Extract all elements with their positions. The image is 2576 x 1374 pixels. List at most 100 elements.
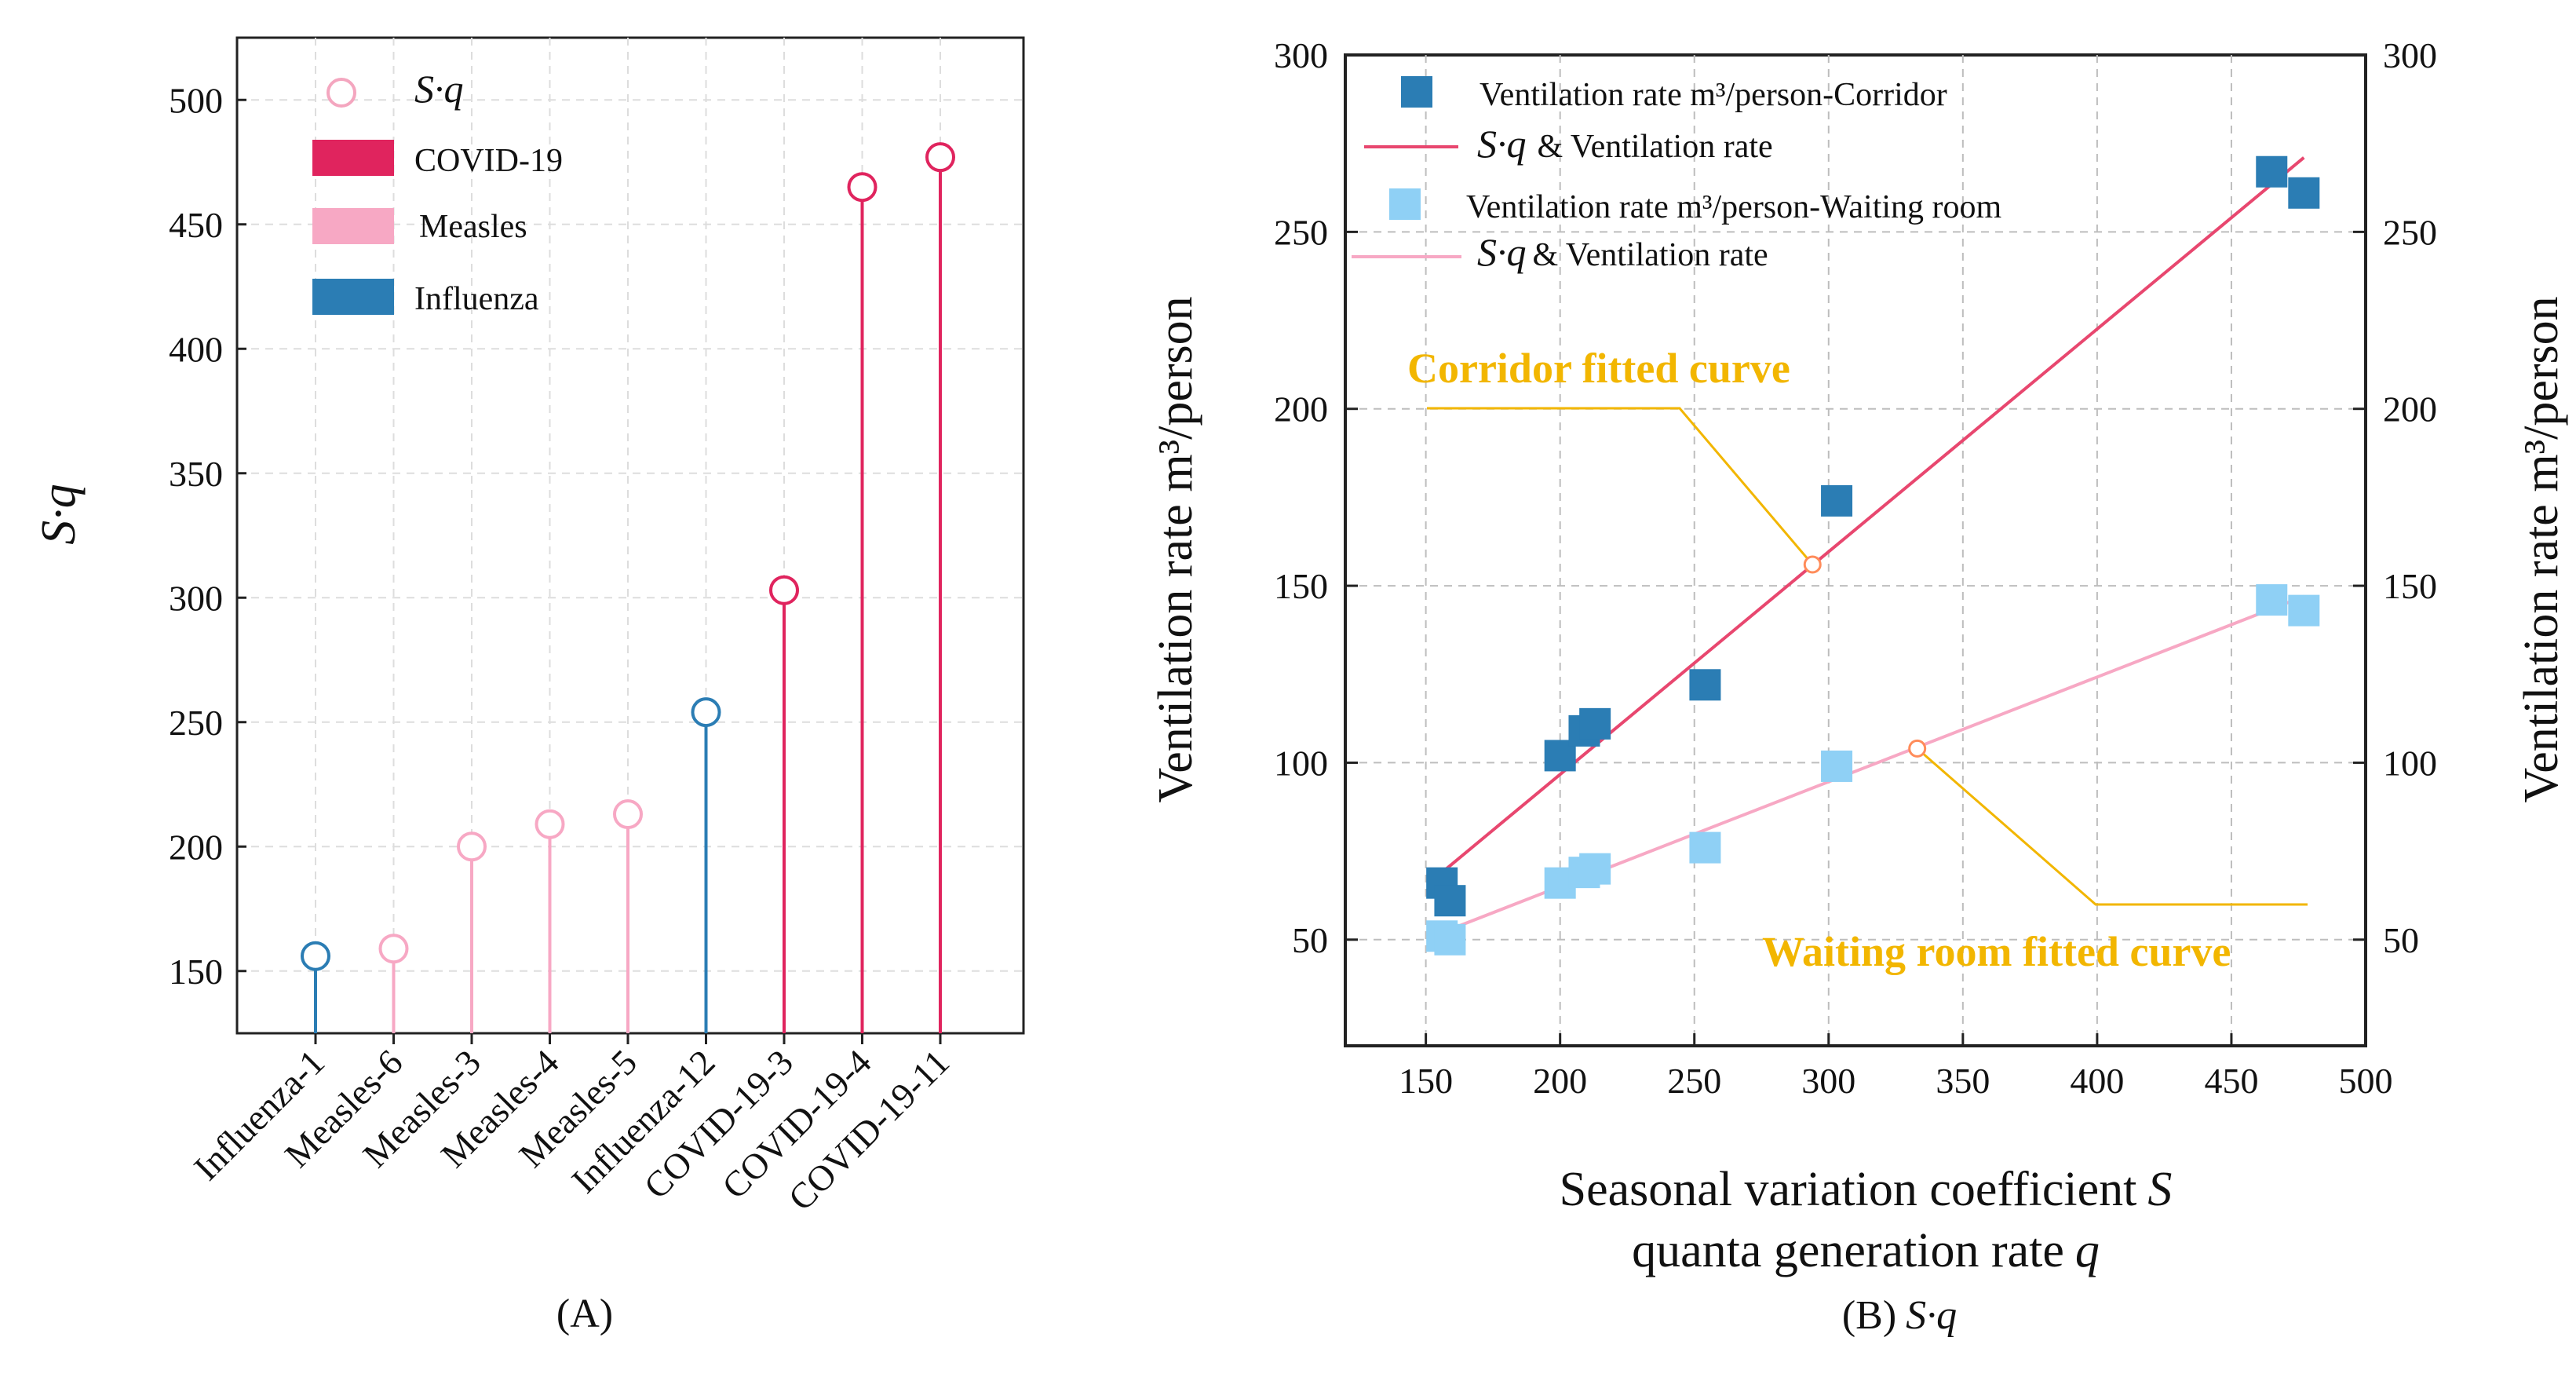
panel-b-annotation-leaders <box>1427 407 2308 906</box>
panel-b-left-tick-label: 50 <box>1292 920 1328 960</box>
waiting-room-data-point <box>1579 853 1611 885</box>
panel-b-right-tick-label: 150 <box>2383 566 2437 606</box>
panel-b-left-tick-label: 100 <box>1274 743 1328 783</box>
panel-b-plot-frame <box>1344 53 2367 1047</box>
corridor-fit-line <box>1440 156 2305 874</box>
panel-b-caption-prefix: (B) <box>1842 1293 1896 1338</box>
legend-label-sq: S·q <box>414 67 464 111</box>
panel-a-plot-frame <box>235 36 1025 1035</box>
panel-b-ticks: 150 200 250 300 350 400 450 500 50 50 100 100 150 150… <box>1274 35 2437 1101</box>
panel-b-legend: Ventilation rate m³/person-Corridor S·q &… <box>1352 76 2002 274</box>
panel-a-gridlines <box>237 38 1023 1033</box>
panel-b-x-tick-label: 200 <box>1533 1061 1587 1101</box>
waiting-room-data-point <box>1434 923 1466 956</box>
panel-b-x-tick-label: 500 <box>2339 1061 2393 1101</box>
x-title-line2-text: quanta generation rate <box>1632 1224 2064 1277</box>
lollipop-head <box>457 831 487 862</box>
panel-a-caption: (A) <box>556 1292 613 1336</box>
legend-label-measles: Measles <box>419 209 527 245</box>
waiting-room-annotation-leader <box>1916 747 2308 906</box>
panel-b-x-tick-label: 400 <box>2070 1061 2124 1101</box>
legend-swatch-influenza <box>312 279 394 315</box>
lollipop-head <box>925 142 955 173</box>
legend-corridor-fit-symbol: S·q <box>1477 122 1527 166</box>
panel-b-left-tick-label: 300 <box>1274 35 1328 75</box>
x-title-line1-symbol: S <box>2147 1163 2172 1216</box>
x-title-line1-text: Seasonal variation coefficient <box>1560 1163 2137 1216</box>
panel-a-y-tick-label: 200 <box>169 827 223 867</box>
panel-a-y-tick-label: 350 <box>169 454 223 494</box>
waiting-room-data-point <box>2288 594 2320 627</box>
panel-b-right-y-axis-title: Ventilation rate m³/person <box>2515 296 2568 802</box>
corridor-data-point <box>1821 484 1853 517</box>
lollipop-head <box>613 799 643 830</box>
waiting-room-data-point <box>2256 584 2288 616</box>
lollipop-head <box>535 809 565 839</box>
panel-b-data-points <box>1426 155 2320 956</box>
panel-b-x-tick-label: 350 <box>1936 1061 1990 1101</box>
panel-b-x-tick-label: 250 <box>1667 1061 1721 1101</box>
legend-swatch-measles <box>312 208 394 244</box>
legend-waiting-fit-symbol: S·q <box>1477 230 1527 274</box>
panel-a-y-tick-label: 450 <box>169 205 223 245</box>
lollipop-head <box>378 934 409 964</box>
panel-b-left-tick-label: 200 <box>1274 389 1328 429</box>
panel-b-caption: (B) S·q <box>1842 1293 1957 1338</box>
panel-a-y-tick-label: 400 <box>169 329 223 369</box>
panel-a-y-tick-label: 500 <box>169 80 223 120</box>
panel-b-right-tick-label: 100 <box>2383 743 2437 783</box>
panel-a-y-axis-title: S·q <box>32 484 86 545</box>
panel-b-right-tick-label: 50 <box>2383 920 2419 960</box>
panel-b-left-y-axis-title: Ventilation rate m³/person <box>1149 296 1202 802</box>
panel-a-legend: S·q COVID-19 Measles Influenza <box>312 67 563 317</box>
corridor-annotation-leader <box>1427 407 1814 566</box>
panel-b-gridlines <box>1345 55 2366 1046</box>
legend-label-waiting-room-fit: S·q & Ventilation rate <box>1477 230 1768 274</box>
lollipop-head <box>769 575 799 605</box>
panel-b-x-tick-label: 450 <box>2204 1061 2258 1101</box>
waiting-room-annotation-point <box>1908 739 1927 758</box>
panel-a-y-tick-label: 150 <box>169 952 223 992</box>
legend-waiting-fit-text: & Ventilation rate <box>1533 237 1768 273</box>
legend-square-waiting-room <box>1389 188 1421 220</box>
legend-label-waiting-room: Ventilation rate m³/person-Waiting room <box>1466 189 2002 225</box>
annotation-corridor-fitted-curve: Corridor fitted curve <box>1407 345 1790 392</box>
panel-a-y-tick-label: 300 <box>169 578 223 618</box>
panel-b-right-tick-label: 300 <box>2383 35 2437 75</box>
legend-swatch-covid <box>312 140 394 176</box>
corridor-data-point <box>2288 177 2320 209</box>
legend-label-corridor-fit: S·q & Ventilation rate <box>1477 122 1773 166</box>
corridor-data-point <box>1579 707 1611 740</box>
legend-label-corridor: Ventilation rate m³/person-Corridor <box>1480 77 1947 113</box>
legend-label-influenza: Influenza <box>414 281 539 317</box>
panel-b-left-tick-label: 250 <box>1274 212 1328 252</box>
panel-b-x-axis-title-line2: quanta generation rate q <box>1632 1224 2100 1277</box>
legend-label-covid: COVID-19 <box>414 143 563 179</box>
panel-b-scatter-chart: 150 200 250 300 350 400 450 500 50 50 100 100 150 150… <box>1149 35 2568 1338</box>
corridor-data-point <box>2256 155 2288 188</box>
panel-b-right-tick-label: 200 <box>2383 389 2437 429</box>
panel-b-x-tick-label: 300 <box>1801 1061 1855 1101</box>
lollipop-head <box>847 172 878 203</box>
legend-square-corridor <box>1401 76 1432 108</box>
waiting-room-data-point <box>1821 750 1853 782</box>
panel-a-x-ticks: Influenza-1Measles-6Measles-3Measles-4Me… <box>186 1033 957 1219</box>
panel-a-y-tick-label: 250 <box>169 703 223 743</box>
waiting-room-data-point <box>1689 831 1721 864</box>
panel-b-left-tick-label: 150 <box>1274 566 1328 606</box>
legend-circle-marker <box>327 78 356 108</box>
corridor-annotation-point <box>1803 555 1822 574</box>
corridor-data-point <box>1689 669 1721 701</box>
panel-b-x-tick-label: 150 <box>1399 1061 1453 1101</box>
annotation-waiting-room-fitted-curve: Waiting room fitted curve <box>1762 928 2231 975</box>
x-title-line2-symbol: q <box>2075 1224 2100 1277</box>
panel-a-lollipop-chart: 150 200 250 300 350 400 450 500 Influenza-1Meas… <box>32 36 1025 1336</box>
panel-a-lollipops <box>301 142 955 1033</box>
lollipop-head <box>301 941 330 971</box>
legend-corridor-fit-text: & Ventilation rate <box>1538 129 1773 165</box>
panel-b-x-axis-title-line1: Seasonal variation coefficient S <box>1560 1163 2173 1216</box>
lollipop-head <box>691 697 721 728</box>
panel-b-caption-symbol: S·q <box>1906 1293 1957 1338</box>
panel-b-right-tick-label: 250 <box>2383 212 2437 252</box>
